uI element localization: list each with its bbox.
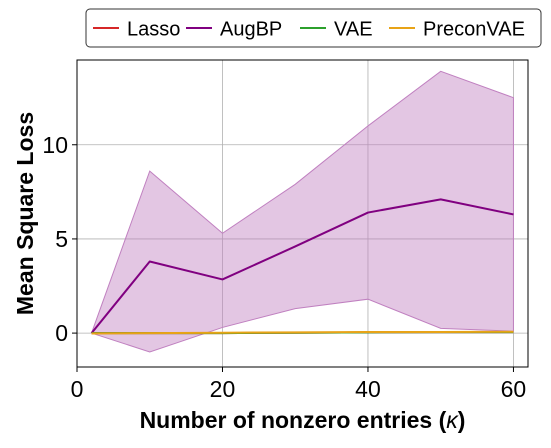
x-axis-label-symbol: κ xyxy=(446,407,459,433)
y-axis-label: Mean Square Loss xyxy=(12,112,38,315)
x-tick-label: 0 xyxy=(71,376,84,402)
x-tick-label: 40 xyxy=(355,376,381,402)
legend: Lasso AugBP VAE PreconVAE xyxy=(85,8,542,48)
series-line-preconvae xyxy=(91,330,514,335)
axis-ticks: 0 20 40 60 0 5 10 xyxy=(42,132,526,402)
y-tick-label: 10 xyxy=(42,132,68,158)
legend-label: AugBP xyxy=(220,19,282,41)
series-line-augbp xyxy=(90,198,514,334)
series-lines xyxy=(90,198,514,335)
x-axis-label-suffix: ) xyxy=(458,407,466,433)
legend-label: VAE xyxy=(334,19,373,41)
x-tick-label: 20 xyxy=(210,376,236,402)
y-tick-label: 5 xyxy=(55,226,68,252)
confidence-bands xyxy=(90,70,514,353)
series-band-augbp xyxy=(90,70,514,353)
x-axis-label: Number of nonzero entries (κ) xyxy=(140,407,466,433)
x-axis-label-text: Number of nonzero entries ( xyxy=(140,407,447,433)
x-tick-label: 60 xyxy=(501,376,527,402)
plot-area-frame xyxy=(76,59,529,368)
legend-label: PreconVAE xyxy=(423,19,525,41)
legend-label: Lasso xyxy=(127,19,180,41)
y-tick-label: 0 xyxy=(55,320,68,346)
